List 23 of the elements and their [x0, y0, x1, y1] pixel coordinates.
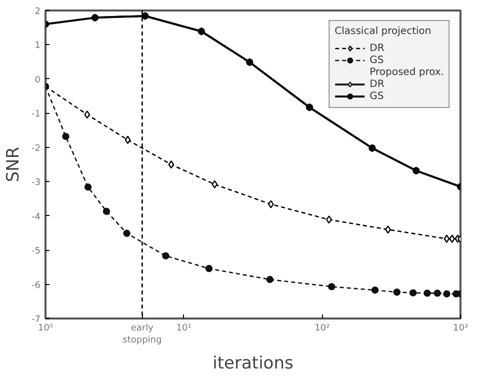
y-tick-label: -1 [32, 110, 41, 120]
y-tick-label: -5 [32, 246, 41, 257]
legend-label: GS [370, 90, 385, 102]
y-tick-label: -7 [32, 315, 41, 325]
legend-title: Classical projection [334, 26, 432, 37]
x-tick-label: 10² [314, 324, 330, 334]
y-tick-label: -4 [32, 212, 41, 222]
y-tick-label: 1 [34, 41, 41, 52]
y-tick-label: -3 [32, 178, 41, 188]
y-tick-label: -2 [32, 144, 41, 154]
y-tick-label: 2 [34, 7, 41, 17]
legend-label: DR [370, 42, 386, 54]
x-tick-label: 10³ [452, 324, 468, 334]
x-axis-title: iterations [212, 354, 294, 374]
annotation: Proposed prox. [370, 66, 444, 78]
y-tick-label: 0 [34, 75, 41, 86]
y-tick-label: -6 [32, 280, 41, 291]
x-tick-label: early stopping [122, 324, 162, 346]
x-tick-label: 10⁰ [38, 324, 54, 334]
y-axis-title: SNR [4, 146, 24, 182]
legend-label: DR [370, 78, 386, 90]
legend-label: GS [370, 54, 385, 66]
x-tick-label: 10¹ [176, 324, 192, 334]
